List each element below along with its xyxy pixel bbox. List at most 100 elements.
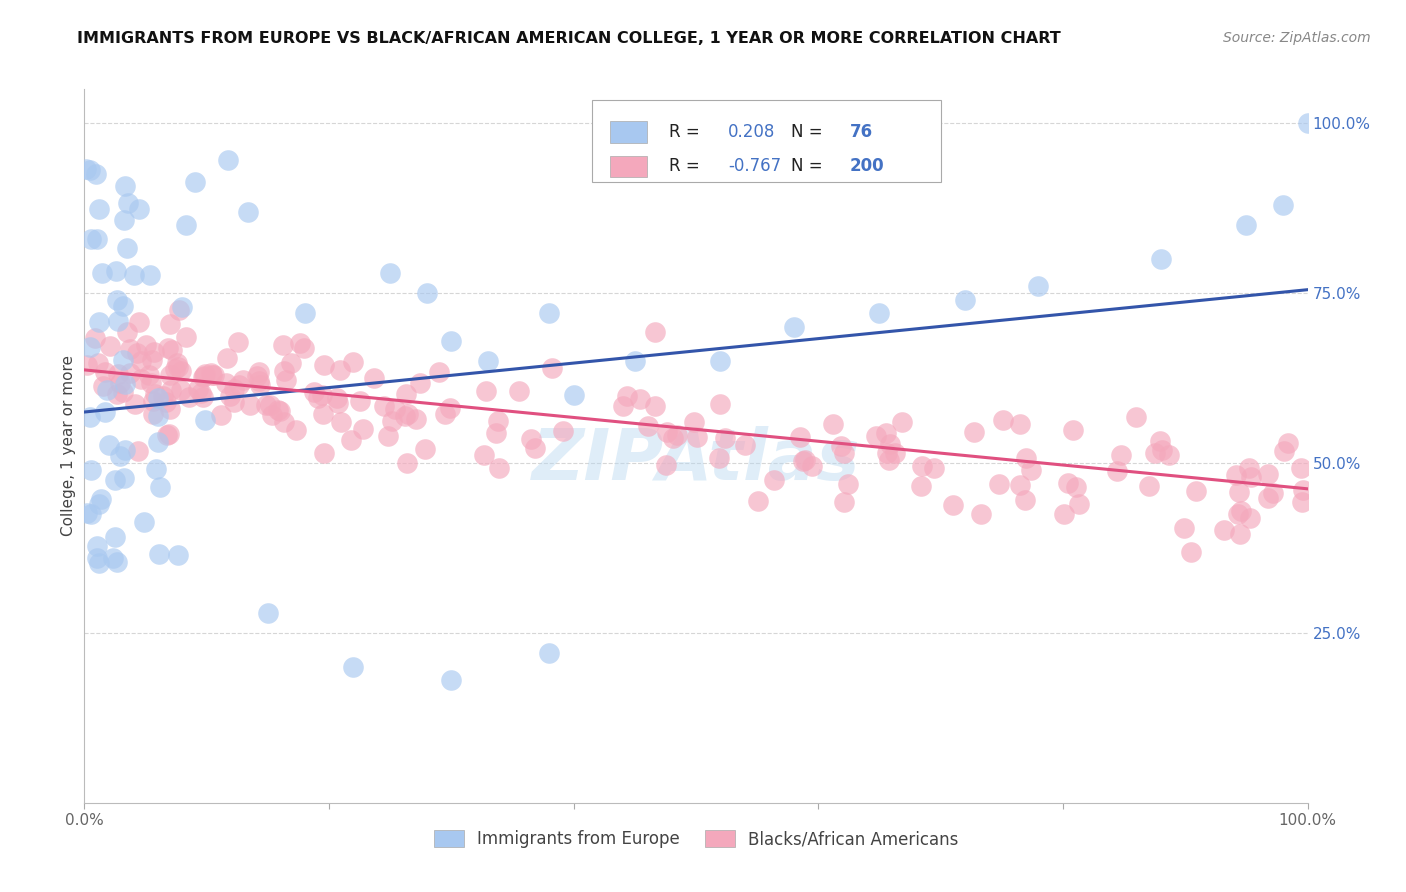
Point	[117, 326, 139, 340]
Point	[409, 376, 432, 390]
Point	[246, 369, 269, 384]
Point	[86, 551, 108, 566]
Point	[1261, 486, 1284, 500]
Point	[794, 453, 817, 467]
Point	[876, 446, 898, 460]
Point	[991, 412, 1014, 426]
Point	[665, 428, 688, 442]
Point	[280, 355, 302, 369]
Point	[655, 425, 678, 439]
Point	[475, 384, 498, 398]
Point	[274, 373, 297, 387]
Point	[486, 414, 509, 428]
Point	[373, 399, 395, 413]
Point	[477, 354, 499, 368]
Point	[284, 423, 307, 437]
Point	[259, 398, 281, 412]
Point	[349, 394, 371, 409]
Point	[662, 431, 685, 445]
Point	[551, 424, 574, 438]
Point	[292, 341, 315, 355]
Point	[911, 458, 934, 473]
Text: 0.208: 0.208	[728, 123, 775, 141]
Point	[800, 459, 823, 474]
Point	[190, 385, 212, 400]
Point	[1240, 470, 1263, 484]
Point	[1277, 436, 1299, 450]
Point	[734, 438, 756, 452]
Point	[125, 346, 148, 360]
Point	[128, 315, 150, 329]
Point	[1053, 508, 1076, 522]
Point	[87, 356, 110, 370]
Point	[142, 345, 165, 359]
Point	[98, 438, 121, 452]
Point	[910, 479, 932, 493]
Point	[177, 390, 200, 404]
Point	[108, 376, 131, 390]
Point	[114, 178, 136, 193]
Point	[139, 376, 162, 390]
Point	[142, 407, 165, 421]
Point	[1069, 497, 1091, 511]
Point	[91, 379, 114, 393]
Point	[1229, 527, 1251, 541]
Point	[709, 354, 731, 368]
Point	[644, 399, 666, 413]
Point	[194, 368, 217, 382]
Point	[118, 366, 141, 380]
Text: -0.767: -0.767	[728, 157, 780, 175]
Point	[105, 387, 128, 401]
Point	[1257, 467, 1279, 481]
Point	[394, 409, 416, 423]
Point	[922, 461, 945, 475]
Point	[217, 153, 239, 167]
Point	[520, 432, 543, 446]
Point	[707, 451, 730, 466]
Point	[86, 232, 108, 246]
Point	[80, 508, 103, 522]
Point	[209, 408, 232, 422]
Point	[1063, 423, 1085, 437]
Point	[655, 458, 678, 472]
Point	[488, 461, 510, 475]
Point	[1296, 116, 1319, 130]
Point	[219, 388, 242, 402]
Point	[127, 443, 149, 458]
Point	[821, 417, 844, 432]
Point	[273, 415, 295, 429]
Point	[1109, 448, 1132, 462]
Point	[783, 320, 806, 334]
Text: R =: R =	[669, 157, 704, 175]
Point	[792, 454, 814, 468]
Point	[80, 463, 103, 477]
Point	[159, 317, 181, 331]
Point	[562, 388, 585, 402]
Point	[440, 673, 463, 688]
Point	[112, 353, 135, 368]
Point	[122, 268, 145, 283]
Point	[98, 339, 121, 353]
Point	[1028, 279, 1050, 293]
Point	[869, 306, 891, 320]
Point	[1180, 545, 1202, 559]
Point	[254, 398, 277, 412]
Text: N =: N =	[792, 157, 828, 175]
Point	[1008, 417, 1031, 431]
Point	[523, 441, 546, 455]
Point	[1173, 521, 1195, 535]
Point	[124, 397, 146, 411]
Point	[193, 370, 215, 384]
Point	[1157, 448, 1180, 462]
Point	[112, 213, 135, 227]
Point	[226, 334, 249, 349]
Point	[267, 402, 290, 417]
Point	[118, 342, 141, 356]
Point	[683, 416, 706, 430]
Point	[163, 361, 186, 376]
Point	[139, 268, 162, 282]
Point	[314, 358, 336, 372]
Point	[128, 202, 150, 216]
Point	[686, 430, 709, 444]
Point	[538, 306, 561, 320]
